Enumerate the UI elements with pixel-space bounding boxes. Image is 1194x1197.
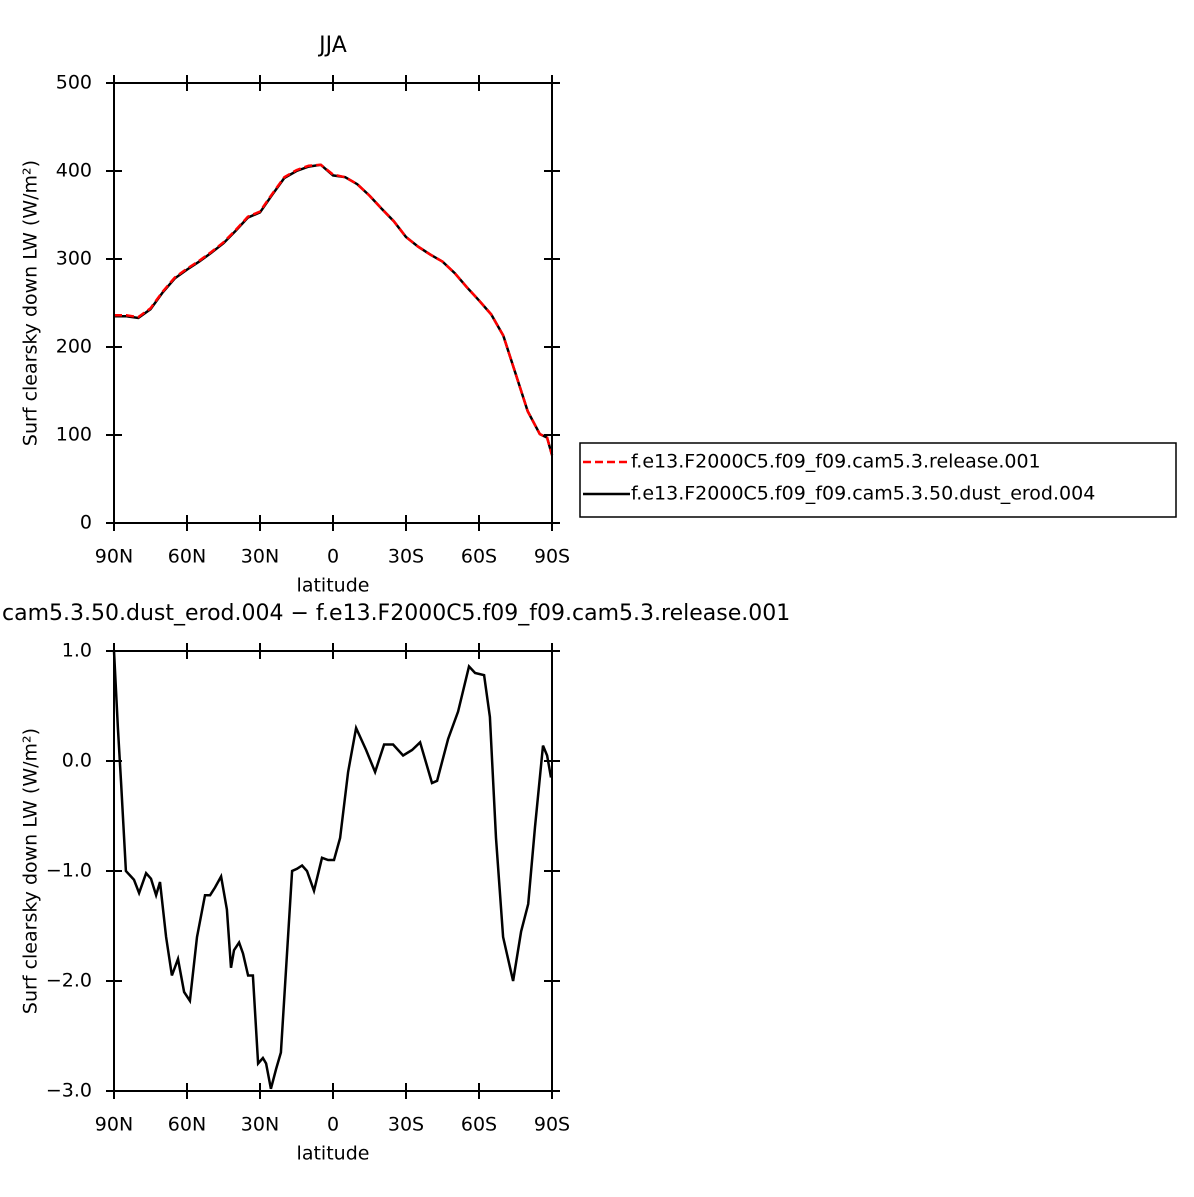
y-tick-label: −1.0 — [46, 860, 92, 882]
x-tick-label: 90S — [534, 1114, 570, 1136]
x-tick-label: 30S — [388, 546, 424, 568]
x-tick-label: 60N — [168, 546, 206, 568]
y-tick-label: 300 — [56, 248, 92, 270]
x-tick-label: 90N — [95, 1114, 133, 1136]
x-axis-label: latitude — [297, 1143, 370, 1165]
x-tick-label: 90S — [534, 546, 570, 568]
x-tick-label: 90N — [95, 546, 133, 568]
y-tick-label: 1.0 — [62, 640, 92, 662]
legend-box — [579, 442, 1177, 518]
x-tick-label: 60S — [461, 1114, 497, 1136]
chart-title: cam5.3.50.dust_erod.004 − f.e13.F2000C5.… — [2, 601, 790, 626]
y-tick-label: −2.0 — [46, 970, 92, 992]
y-tick-label: 200 — [56, 336, 92, 358]
legend-label: f.e13.F2000C5.f09_f09.cam5.3.50.dust_ero… — [631, 483, 1095, 505]
legend-label: f.e13.F2000C5.f09_f09.cam5.3.release.001 — [631, 451, 1041, 473]
y-tick-label: −3.0 — [46, 1080, 92, 1102]
y-tick-label: 100 — [56, 424, 92, 446]
x-axis-label: latitude — [297, 575, 370, 597]
y-tick-label: 0.0 — [62, 750, 92, 772]
plot-frame — [113, 650, 553, 1092]
x-tick-label: 30N — [241, 546, 279, 568]
x-tick-label: 60S — [461, 546, 497, 568]
y-axis-label: Surf clearsky down LW (W/m²) — [20, 160, 42, 446]
y-tick-label: 0 — [80, 512, 92, 534]
x-tick-label: 0 — [327, 1114, 339, 1136]
data-line — [114, 163, 554, 456]
chart-title: JJA — [317, 33, 347, 58]
plot-frame — [113, 82, 553, 524]
x-tick-label: 30N — [241, 1114, 279, 1136]
x-tick-label: 60N — [168, 1114, 206, 1136]
y-tick-label: 400 — [56, 160, 92, 182]
y-tick-label: 500 — [56, 72, 92, 94]
x-tick-label: 30S — [388, 1114, 424, 1136]
y-axis-label: Surf clearsky down LW (W/m²) — [20, 728, 42, 1014]
data-line — [112, 650, 553, 1090]
x-tick-label: 0 — [327, 546, 339, 568]
